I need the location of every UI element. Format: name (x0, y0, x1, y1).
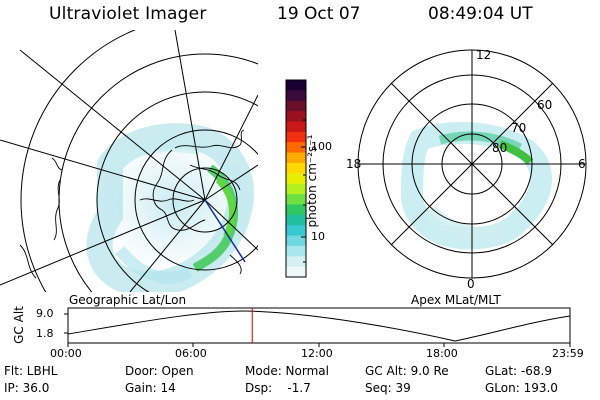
status-door: Door: Open (125, 364, 194, 378)
color-bar-segment (286, 214, 306, 226)
color-bar (285, 79, 307, 278)
status-seq: Seq: 39 (365, 381, 411, 395)
altitude-x-tick: 12:00 (301, 347, 333, 360)
mlt-hour-18: 18 (346, 157, 362, 171)
mlt-hour-6: 6 (578, 157, 586, 171)
geo-subsolar-line (204, 199, 246, 263)
status-gain: Gain: 14 (125, 381, 176, 395)
status-glon: GLon: 193.0 (485, 381, 558, 395)
color-bar-segment (286, 194, 306, 206)
color-bar-frame (285, 79, 307, 278)
status-filter: Flt: LBHL (4, 364, 58, 378)
color-bar-segment (286, 131, 306, 143)
colorbar-tick-10: 10 (311, 230, 325, 243)
altitude-y-label: GC Alt (12, 306, 26, 344)
color-bar-segment (286, 80, 306, 91)
observation-date: 19 Oct 07 (277, 4, 361, 24)
mlt-polar-panel (357, 49, 587, 279)
color-bar-segment (286, 235, 306, 247)
colorbar-units-label: photon cm⁻²s⁻¹ (305, 134, 319, 228)
color-bar-segment (286, 173, 306, 185)
geo-coastlines (19, 129, 245, 279)
altitude-x-tick: 06:00 (175, 347, 207, 360)
color-bar-segment (286, 245, 306, 257)
altitude-y-tick-max: 9.0 (36, 307, 54, 320)
color-bar-segment (286, 256, 306, 268)
altitude-x-tick: 00:00 (50, 347, 82, 360)
mlt-hour-12: 12 (476, 48, 492, 62)
color-bar-segment (286, 266, 306, 278)
color-bar-segment (286, 225, 306, 237)
observation-time: 08:49:04 UT (428, 4, 533, 24)
altitude-plot (64, 307, 571, 347)
color-bar-segment (286, 90, 306, 102)
mlt-lat-60: 60 (537, 98, 553, 112)
altitude-x-tick: 18:00 (426, 347, 458, 360)
geo-meridians (0, 30, 258, 292)
altitude-plot-frame (67, 307, 571, 344)
color-bar-segment (286, 111, 306, 123)
altitude-x-tick: 23:59 (552, 347, 584, 360)
color-bar-segment (286, 142, 306, 154)
status-ip: IP: 36.0 (4, 381, 50, 395)
altitude-curve (67, 310, 571, 342)
mlt-lat-70: 70 (511, 121, 527, 135)
color-bar-segment (286, 204, 306, 216)
altitude-y-tick-min: 1.8 (36, 327, 54, 340)
mlt-panel-label: Apex MLat/MLT (411, 293, 501, 307)
mlt-hour-lines (358, 50, 586, 278)
status-mode: Mode: Normal (245, 364, 329, 378)
mlt-hour-0: 0 (467, 277, 475, 291)
colorbar-tick-100: 100 (311, 140, 332, 153)
instrument-title: Ultraviolet Imager (49, 4, 207, 24)
color-bar-segment (286, 100, 306, 112)
color-bar-segment (286, 162, 306, 174)
color-bar-segment (286, 121, 306, 133)
status-dsp: Dsp: -1.7 (245, 381, 311, 395)
status-glat: GLat: -68.9 (485, 364, 552, 378)
mlt-lat-80: 80 (492, 141, 508, 155)
mlt-aurora-emission (400, 121, 553, 250)
status-gc-alt: GC Alt: 9.0 Re (365, 364, 449, 378)
color-bar-segment (286, 152, 306, 164)
geo-aurora-emission (85, 123, 258, 292)
color-bar-segments (286, 80, 306, 278)
geo-panel-label: Geographic Lat/Lon (69, 293, 187, 307)
geographic-map-panel (0, 30, 258, 292)
color-bar-segment (286, 183, 306, 195)
